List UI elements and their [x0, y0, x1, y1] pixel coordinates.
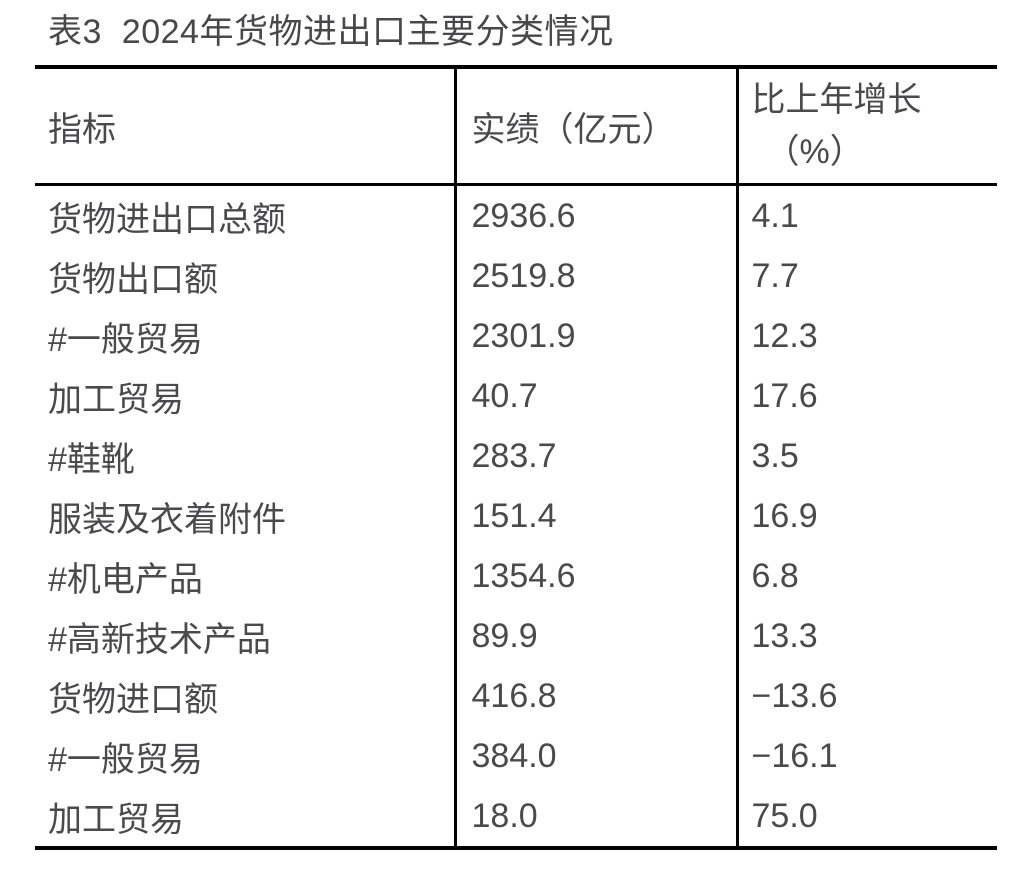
- growth-cell: −13.6: [735, 666, 997, 726]
- indicator-cell: 货物进口额: [48, 680, 218, 719]
- value-cell: 384.0: [453, 726, 737, 786]
- table-row: 货物进出口总额 2936.6 4.1: [35, 184, 997, 246]
- col-header-growth-label: 比上年增长: [751, 81, 922, 119]
- indicator-cell: 加工贸易: [48, 380, 184, 419]
- table-title: 表3 2024年货物进出口主要分类情况: [48, 13, 614, 51]
- indicator-cell: 货物进出口总额: [48, 200, 286, 239]
- header-row: 指标 实绩（亿元） 比上年增长 （%）: [35, 67, 997, 186]
- growth-cell: 6.8: [735, 546, 997, 606]
- growth-cell: 12.3: [735, 306, 997, 366]
- table-row: #一般贸易 2301.9 12.3: [35, 306, 997, 366]
- indicator-cell: #高新技术产品: [48, 620, 271, 659]
- value-cell: 1354.6: [453, 546, 737, 606]
- indicator-cell: 服装及衣着附件: [48, 500, 286, 539]
- indicator-cell: #机电产品: [48, 560, 203, 599]
- value-cell: 151.4: [453, 486, 737, 546]
- value-cell: 89.9: [453, 606, 737, 666]
- growth-cell: 75.0: [735, 786, 997, 848]
- value-cell: 2519.8: [453, 246, 737, 306]
- import-export-table: 指标 实绩（亿元） 比上年增长 （%） 货物进出口总额 2936.6 4.1 货…: [35, 65, 997, 850]
- col-header-growth-unit: （%）: [765, 133, 864, 171]
- growth-cell: 16.9: [735, 486, 997, 546]
- table-row: #高新技术产品 89.9 13.3: [35, 606, 997, 666]
- growth-cell: 17.6: [735, 366, 997, 426]
- table-row: #鞋靴 283.7 3.5: [35, 426, 997, 486]
- indicator-cell: #一般贸易: [48, 740, 203, 779]
- table-row: #一般贸易 384.0 −16.1: [35, 726, 997, 786]
- growth-cell: 13.3: [735, 606, 997, 666]
- value-cell: 40.7: [453, 366, 737, 426]
- value-cell: 2301.9: [453, 306, 737, 366]
- growth-cell: −16.1: [735, 726, 997, 786]
- indicator-cell: 货物出口额: [48, 260, 218, 299]
- value-cell: 283.7: [453, 426, 737, 486]
- growth-cell: 4.1: [735, 184, 997, 246]
- table-row: 服装及衣着附件 151.4 16.9: [35, 486, 997, 546]
- table-row: 货物进口额 416.8 −13.6: [35, 666, 997, 726]
- growth-cell: 3.5: [735, 426, 997, 486]
- indicator-cell: #鞋靴: [48, 440, 135, 479]
- col-header-value: 实绩（亿元）: [453, 67, 737, 186]
- col-header-indicator: 指标: [35, 67, 455, 186]
- indicator-cell: 加工贸易: [48, 800, 184, 839]
- table-row: 货物出口额 2519.8 7.7: [35, 246, 997, 306]
- table-row: 加工贸易 40.7 17.6: [35, 366, 997, 426]
- table-row: #机电产品 1354.6 6.8: [35, 546, 997, 606]
- col-header-growth: 比上年增长 （%）: [735, 67, 997, 186]
- value-cell: 2936.6: [453, 184, 737, 246]
- value-cell: 18.0: [453, 786, 737, 848]
- table-row: 加工贸易 18.0 75.0: [35, 786, 997, 848]
- growth-cell: 7.7: [735, 246, 997, 306]
- indicator-cell: #一般贸易: [48, 320, 203, 359]
- value-cell: 416.8: [453, 666, 737, 726]
